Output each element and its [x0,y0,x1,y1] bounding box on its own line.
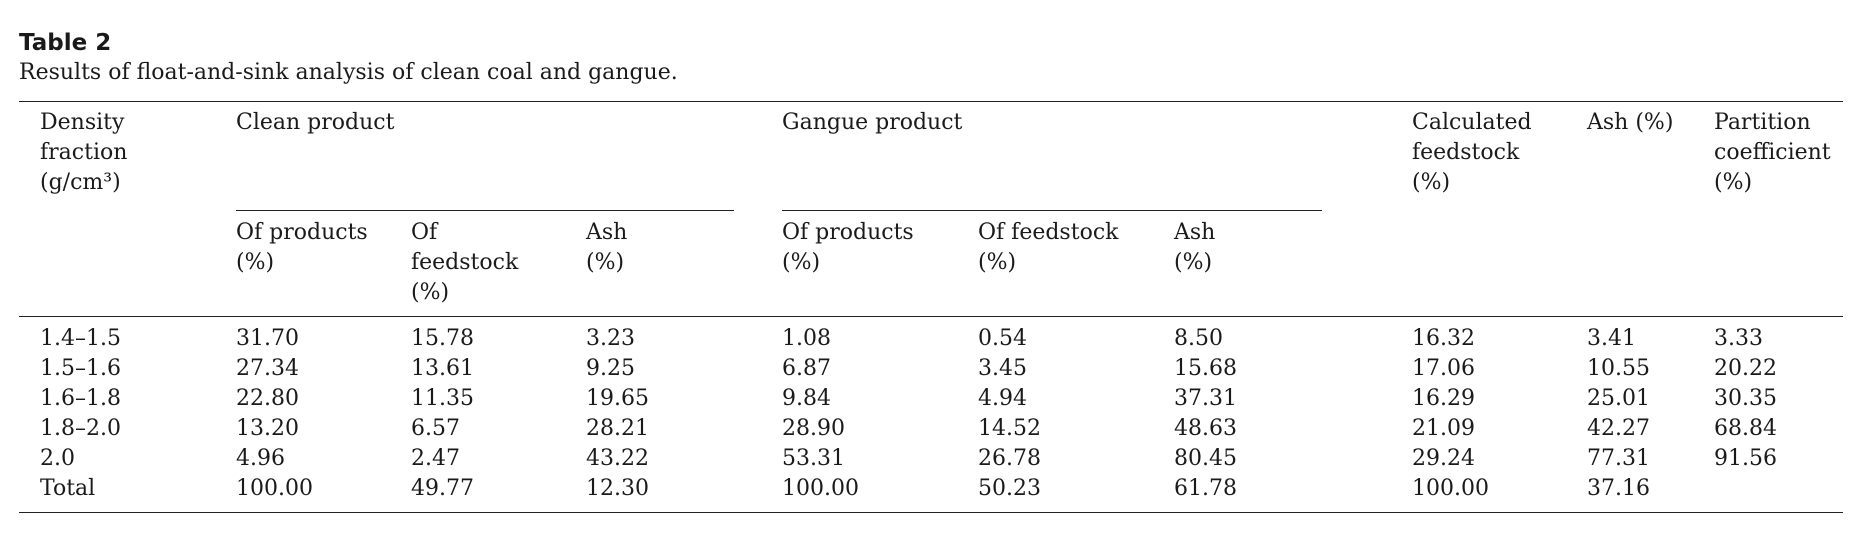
header-clean-ash: Ash (%) [586,220,628,275]
cell-calculated-feedstock: 29.24 [1412,446,1475,471]
header-clean-of-products: Of products (%) [236,220,368,275]
cell-partition-coefficient: 68.84 [1714,416,1777,441]
cell-density-fraction: 1.5–1.6 [40,356,121,381]
cell-partition-coefficient: 20.22 [1714,356,1777,381]
cell-clean-ash: 43.22 [586,446,649,471]
cell-gangue-of-feedstock: 14.52 [978,416,1041,441]
cell-gangue-ash: 80.45 [1174,446,1237,471]
cell-calculated-feedstock: 21.09 [1412,416,1475,441]
cell-clean-of-feedstock: 15.78 [411,326,474,351]
cell-clean-of-products: 22.80 [236,386,299,411]
cell-density-fraction: 1.4–1.5 [40,326,121,351]
cell-calculated-feedstock: 100.00 [1412,476,1489,501]
cell-calculated-feedstock: 16.29 [1412,386,1475,411]
cell-ash: 25.01 [1587,386,1650,411]
cell-clean-ash: 19.65 [586,386,649,411]
header-density-fraction: Density fraction (g/cm³) [40,110,128,195]
cell-gangue-of-feedstock: 0.54 [978,326,1027,351]
cell-density-fraction: 1.8–2.0 [40,416,121,441]
cell-gangue-ash: 37.31 [1174,386,1237,411]
cell-gangue-of-feedstock: 50.23 [978,476,1041,501]
cell-clean-of-feedstock: 11.35 [411,386,474,411]
cell-calculated-feedstock: 16.32 [1412,326,1475,351]
cell-gangue-ash: 61.78 [1174,476,1237,501]
header-ash: Ash (%) [1587,110,1674,135]
cell-clean-of-products: 27.34 [236,356,299,381]
cell-gangue-of-products: 9.84 [782,386,831,411]
cell-clean-ash: 3.23 [586,326,635,351]
header-calculated-feedstock: Calculated feedstock (%) [1412,110,1532,195]
cell-gangue-of-products: 100.00 [782,476,859,501]
cell-clean-ash: 9.25 [586,356,635,381]
header-gangue-of-products: Of products (%) [782,220,914,275]
cell-gangue-of-feedstock: 3.45 [978,356,1027,381]
header-clean-product: Clean product [236,110,395,135]
table-header-rule [19,316,1843,317]
cell-clean-of-products: 13.20 [236,416,299,441]
cell-gangue-of-products: 1.08 [782,326,831,351]
table-bottom-rule [19,512,1843,513]
cell-gangue-of-feedstock: 4.94 [978,386,1027,411]
cell-gangue-of-products: 28.90 [782,416,845,441]
cell-clean-of-feedstock: 6.57 [411,416,460,441]
cell-clean-of-feedstock: 2.47 [411,446,460,471]
cell-ash: 10.55 [1587,356,1650,381]
gangue-product-span-rule [782,210,1322,211]
cell-clean-ash: 12.30 [586,476,649,501]
cell-clean-of-feedstock: 13.61 [411,356,474,381]
cell-gangue-ash: 48.63 [1174,416,1237,441]
cell-clean-of-products: 31.70 [236,326,299,351]
cell-gangue-ash: 8.50 [1174,326,1223,351]
header-gangue-product: Gangue product [782,110,963,135]
cell-clean-ash: 28.21 [586,416,649,441]
header-clean-of-feedstock: Of feedstock (%) [411,220,519,305]
clean-product-span-rule [236,210,734,211]
cell-ash: 42.27 [1587,416,1650,441]
table-top-rule [19,101,1843,102]
cell-clean-of-products: 4.96 [236,446,285,471]
header-partition-coefficient: Partition coefficient (%) [1714,110,1831,195]
table-caption-text: Results of float-and-sink analysis of cl… [19,60,678,85]
cell-calculated-feedstock: 17.06 [1412,356,1475,381]
cell-ash: 37.16 [1587,476,1650,501]
cell-ash: 3.41 [1587,326,1636,351]
cell-partition-coefficient: 91.56 [1714,446,1777,471]
cell-clean-of-feedstock: 49.77 [411,476,474,501]
table-label: Table 2 [19,30,112,56]
cell-gangue-of-feedstock: 26.78 [978,446,1041,471]
cell-ash: 77.31 [1587,446,1650,471]
cell-gangue-of-products: 53.31 [782,446,845,471]
cell-density-fraction: Total [40,476,96,501]
header-gangue-ash: Ash (%) [1174,220,1216,275]
cell-partition-coefficient: 30.35 [1714,386,1777,411]
header-gangue-of-feedstock: Of feedstock (%) [978,220,1119,275]
cell-gangue-of-products: 6.87 [782,356,831,381]
cell-clean-of-products: 100.00 [236,476,313,501]
cell-partition-coefficient: 3.33 [1714,326,1763,351]
cell-gangue-ash: 15.68 [1174,356,1237,381]
cell-density-fraction: 1.6–1.8 [40,386,121,411]
cell-density-fraction: 2.0 [40,446,75,471]
table-caption: Table 2 Results of float-and-sink analys… [19,28,678,88]
